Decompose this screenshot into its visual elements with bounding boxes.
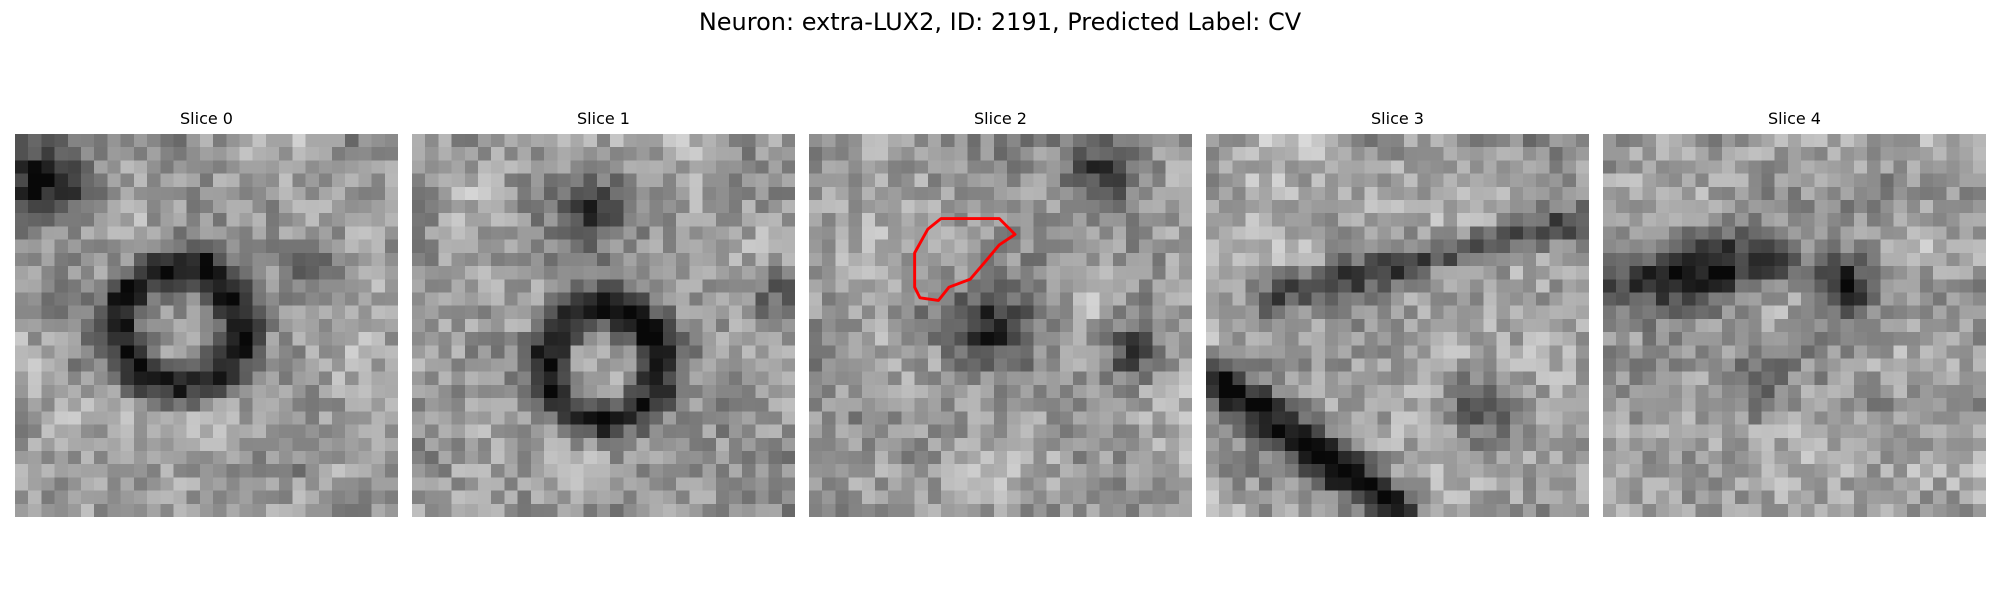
slice-panel-1: Slice 1: [412, 108, 795, 517]
slice-image: [15, 134, 398, 517]
slice-title: Slice 4: [1768, 109, 1821, 128]
slice-image-canvas: [1206, 134, 1589, 517]
slice-image-canvas: [15, 134, 398, 517]
contour-outline: [913, 217, 1017, 302]
slice-image-canvas: [412, 134, 795, 517]
slice-panel-0: Slice 0: [15, 108, 398, 517]
slice-panel-2: Slice 2: [809, 108, 1192, 517]
slice-panel-4: Slice 4: [1603, 108, 1986, 517]
slice-image-canvas: [809, 134, 1192, 517]
slice-image-canvas: [1603, 134, 1986, 517]
slice-image: [1206, 134, 1589, 517]
slice-title: Slice 0: [180, 109, 233, 128]
slice-image: [412, 134, 795, 517]
segmentation-contour: [913, 217, 1017, 302]
slice-panel-3: Slice 3: [1206, 108, 1589, 517]
slice-title: Slice 2: [974, 109, 1027, 128]
figure-title: Neuron: extra-LUX2, ID: 2191, Predicted …: [698, 8, 1302, 36]
slice-title: Slice 3: [1371, 109, 1424, 128]
slice-image: [1603, 134, 1986, 517]
slice-title: Slice 1: [577, 109, 630, 128]
slice-image: [809, 134, 1192, 517]
